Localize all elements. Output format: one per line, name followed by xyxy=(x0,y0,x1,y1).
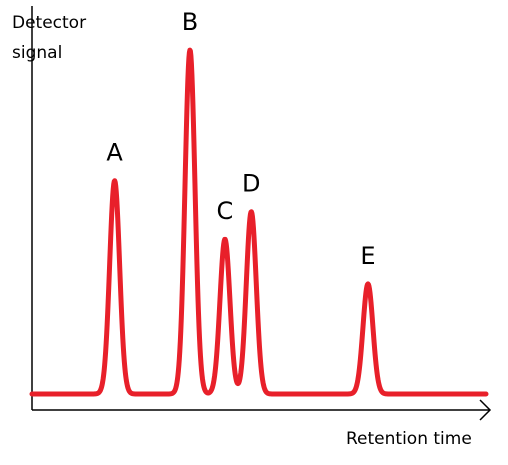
peak-label-a: A xyxy=(106,139,123,167)
peak-label-e: E xyxy=(360,242,375,270)
peak-label-c: C xyxy=(217,197,234,225)
peak-label-d: D xyxy=(242,170,260,198)
x-axis-label: Retention time xyxy=(346,429,472,449)
axes xyxy=(31,6,492,421)
x-axis-arrowhead xyxy=(479,399,492,421)
signal-trace xyxy=(29,47,489,397)
peak-labels: A B CD E xyxy=(106,8,375,270)
y-axis-label-line-1: Detector xyxy=(12,13,86,33)
y-axis-label-line-2: signal xyxy=(12,43,62,63)
peak-label-b: B xyxy=(182,8,198,36)
